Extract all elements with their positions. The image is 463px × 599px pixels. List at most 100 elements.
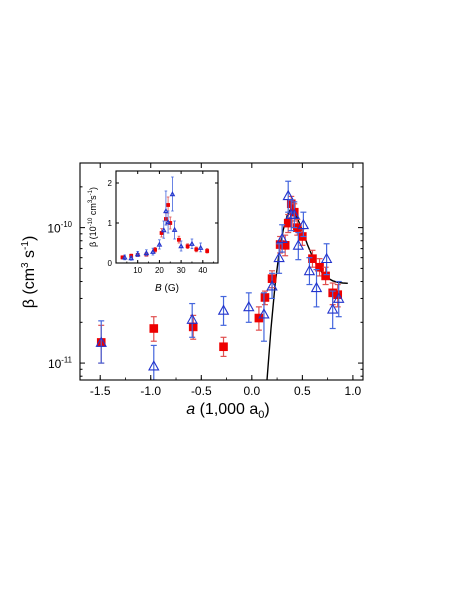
- data-point: [297, 211, 310, 238]
- inset-plot-frame: [115, 170, 219, 264]
- series-open-triangle: [95, 180, 345, 380]
- triangle-marker: [326, 303, 339, 314]
- data-point: [128, 255, 135, 261]
- inset-x-axis-ticks: 10 20 30 40: [115, 171, 215, 275]
- x-tick-label: 20: [155, 266, 164, 275]
- data-point: [288, 201, 301, 229]
- inset-chart: 10 20 30 40 0 1 2 B (G) β (10-10 cm3s-1): [88, 170, 219, 294]
- main-plot-frame: [79, 162, 364, 381]
- data-point: [168, 216, 173, 230]
- main-x-axis-label: a (1,000 a0): [186, 401, 270, 421]
- data-point: [276, 224, 288, 253]
- data-point: [292, 231, 305, 261]
- data-point: [217, 295, 230, 326]
- square-marker: [149, 324, 159, 333]
- data-point: [171, 220, 178, 240]
- triangle-marker: [273, 251, 285, 263]
- triangle-marker: [156, 241, 163, 247]
- series-open-triangle: [121, 176, 204, 261]
- square-marker: [205, 249, 210, 253]
- data-point: [166, 196, 170, 214]
- data-point: [165, 210, 171, 234]
- triangle-marker: [186, 313, 198, 324]
- triangle-marker: [148, 360, 160, 371]
- x-tick-label: -0.5: [191, 384, 212, 398]
- y-tick-label: 1: [108, 219, 113, 228]
- square-marker: [177, 237, 181, 242]
- square-marker: [280, 241, 290, 250]
- inset-y-axis-label: β (10-10 cm3s-1): [88, 187, 98, 247]
- data-point: [156, 239, 163, 250]
- square-marker: [308, 254, 317, 263]
- data-point: [134, 250, 141, 258]
- x-tick-label: 0.5: [294, 384, 311, 398]
- triangle-marker: [217, 304, 230, 315]
- square-marker: [166, 203, 170, 207]
- triangle-marker: [303, 264, 316, 276]
- triangle-marker: [160, 227, 167, 233]
- triangle-marker: [128, 255, 135, 261]
- triangle-marker: [150, 248, 156, 254]
- data-point: [185, 243, 190, 250]
- triangle-marker: [292, 239, 305, 250]
- data-point: [177, 235, 181, 244]
- triangle-marker: [258, 308, 270, 319]
- triangle-marker: [197, 244, 204, 250]
- y-tick-label: 10-10: [47, 220, 72, 235]
- main-data-marks: [95, 180, 345, 380]
- data-point: [243, 292, 255, 323]
- data-point: [194, 246, 199, 253]
- main-y-axis-ticks: 10-11 10-10: [47, 162, 363, 377]
- triangle-marker: [171, 226, 178, 232]
- triangle-marker: [243, 300, 255, 312]
- x-tick-label: 40: [198, 266, 207, 275]
- data-point: [186, 302, 198, 338]
- triangle-marker: [95, 336, 107, 347]
- data-point: [178, 240, 184, 252]
- data-point: [326, 290, 339, 330]
- x-tick-label: -1.5: [90, 384, 111, 398]
- triangle-marker: [320, 252, 333, 264]
- data-point: [148, 344, 160, 380]
- triangle-marker: [169, 191, 176, 197]
- triangle-marker: [333, 292, 345, 303]
- data-point: [189, 238, 195, 250]
- triangle-marker: [310, 281, 323, 293]
- triangle-marker: [297, 218, 310, 230]
- data-point: [150, 247, 156, 256]
- triangle-marker: [282, 189, 294, 201]
- x-tick-label: 1.0: [345, 384, 362, 398]
- square-marker: [260, 293, 270, 302]
- triangle-marker: [288, 208, 301, 219]
- square-marker: [283, 218, 293, 228]
- square-marker: [168, 221, 173, 225]
- triangle-marker: [178, 243, 184, 249]
- data-point: [219, 336, 228, 358]
- data-point: [205, 248, 210, 254]
- inset-x-axis-label: B (G): [155, 283, 179, 294]
- data-point: [149, 316, 159, 342]
- square-marker: [194, 247, 199, 252]
- triangle-marker: [276, 232, 288, 243]
- x-tick-label: 10: [133, 266, 142, 275]
- inset-data-marks: [120, 176, 210, 261]
- data-point: [266, 272, 278, 300]
- data-point: [273, 243, 285, 274]
- x-tick-label: 30: [177, 266, 186, 275]
- main-x-axis-ticks: -1.5 -1.0 -0.5 0.0 0.5 1.0: [90, 163, 362, 398]
- triangle-marker: [143, 249, 150, 256]
- triangle-marker: [134, 251, 141, 257]
- data-point: [303, 257, 316, 286]
- square-marker: [321, 271, 330, 281]
- data-point: [308, 249, 317, 268]
- data-point: [197, 242, 204, 253]
- triangle-marker: [266, 280, 278, 291]
- square-marker: [185, 244, 190, 249]
- x-tick-label: -1.0: [140, 384, 161, 398]
- data-point: [160, 220, 167, 239]
- main-chart: -1.5 -1.0 -0.5 0.0 0.5 1.0 10-11 10-10 a (1,00…: [20, 162, 364, 421]
- data-point: [169, 176, 176, 212]
- data-point: [95, 320, 107, 364]
- triangle-marker: [121, 254, 128, 260]
